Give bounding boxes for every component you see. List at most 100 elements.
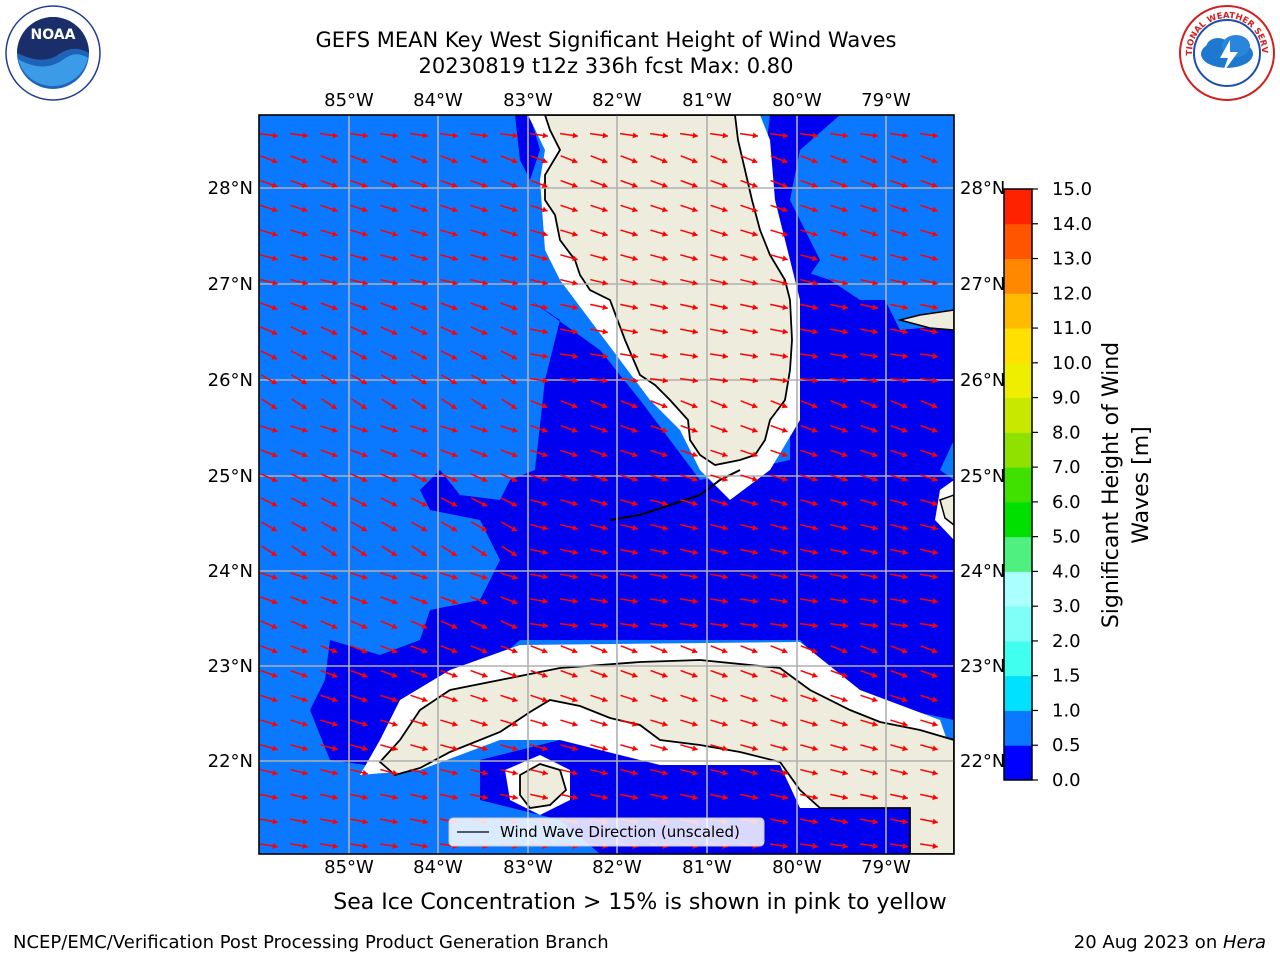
colorbar-segment bbox=[1004, 640, 1032, 677]
wind-arrow bbox=[740, 744, 758, 752]
wind-arrow bbox=[650, 353, 669, 359]
wind-arrow bbox=[920, 449, 938, 458]
wind-arrow bbox=[710, 278, 728, 286]
wind-arrow bbox=[260, 521, 278, 532]
wind-arrow bbox=[650, 229, 668, 237]
lat-tick-label: 25°N bbox=[960, 466, 1005, 487]
wind-arrow bbox=[770, 474, 788, 482]
wind-arrow bbox=[440, 669, 458, 678]
colorbar-tick-label: 4.0 bbox=[1052, 561, 1081, 582]
wind-arrow bbox=[530, 573, 548, 580]
wind-arrow bbox=[740, 669, 758, 678]
wind-arrow bbox=[470, 326, 488, 335]
wind-arrow bbox=[920, 328, 938, 335]
wind-arrow bbox=[440, 229, 458, 237]
wind-arrow bbox=[680, 719, 698, 727]
wind-arrow bbox=[410, 694, 428, 703]
wind-arrow bbox=[530, 424, 548, 433]
wind-arrow bbox=[799, 377, 819, 384]
colorbar-tick-label: 12.0 bbox=[1052, 283, 1092, 304]
colorbar-tick-label: 8.0 bbox=[1052, 422, 1081, 443]
wind-arrow bbox=[320, 204, 338, 213]
wind-arrow bbox=[350, 350, 368, 360]
wind-arrow bbox=[320, 179, 338, 188]
wind-arrow bbox=[800, 278, 818, 286]
wind-arrow bbox=[649, 377, 669, 384]
wind-arrow bbox=[380, 497, 398, 507]
wind-arrow bbox=[739, 622, 759, 629]
colorbar-tick-label: 2.0 bbox=[1052, 631, 1081, 652]
wind-arrow bbox=[290, 843, 309, 849]
wind-arrow bbox=[560, 694, 578, 703]
wind-arrow bbox=[350, 843, 369, 849]
wind-arrow bbox=[830, 499, 848, 507]
wind-arrow bbox=[560, 744, 578, 752]
wind-arrow bbox=[500, 302, 518, 311]
wind-arrow bbox=[440, 645, 458, 654]
wind-arrow bbox=[590, 474, 608, 482]
wind-arrow bbox=[740, 474, 758, 482]
wind-arrow bbox=[560, 669, 578, 678]
wind-arrow bbox=[440, 572, 458, 580]
wind-arrow bbox=[320, 596, 338, 605]
wind-arrow bbox=[830, 669, 848, 678]
wind-arrow bbox=[680, 499, 698, 507]
wind-arrow bbox=[500, 669, 518, 678]
colorbar-tick-label: 10.0 bbox=[1052, 353, 1092, 374]
wind-arrow bbox=[530, 548, 548, 556]
wind-arrow bbox=[560, 229, 578, 237]
wind-arrow bbox=[710, 328, 728, 335]
wind-arrow bbox=[290, 350, 308, 360]
wind-arrow bbox=[920, 254, 938, 262]
wind-arrow bbox=[260, 768, 278, 776]
wind-arrow bbox=[530, 278, 548, 286]
wind-arrow bbox=[560, 645, 578, 654]
wind-arrow bbox=[440, 374, 458, 385]
wind-arrow bbox=[770, 548, 788, 556]
wind-arrow bbox=[680, 229, 698, 237]
wind-arrow bbox=[650, 328, 668, 335]
wind-arrow bbox=[830, 793, 848, 801]
colorbar-segment bbox=[1004, 293, 1032, 329]
wind-arrow bbox=[441, 398, 458, 410]
wind-arrow bbox=[470, 473, 488, 482]
wind-arrow bbox=[680, 155, 698, 164]
wind-arrow bbox=[381, 398, 398, 410]
wind-arrow bbox=[380, 768, 398, 776]
lon-tick-label: 79°W bbox=[861, 90, 911, 111]
wind-arrow bbox=[740, 449, 758, 458]
wind-arrow bbox=[470, 645, 488, 654]
wind-arrow bbox=[530, 474, 548, 482]
wind-arrow bbox=[320, 278, 338, 286]
lon-tick-label: 83°W bbox=[503, 90, 553, 111]
wind-arrow bbox=[650, 573, 668, 580]
lat-tick-label: 24°N bbox=[208, 561, 253, 582]
wind-arrow bbox=[830, 719, 848, 727]
wind-arrow bbox=[410, 425, 428, 433]
wind-arrow bbox=[740, 424, 758, 433]
wind-arrow bbox=[350, 768, 368, 776]
wind-arrow bbox=[351, 398, 368, 410]
wind-arrow bbox=[920, 669, 938, 678]
wind-arrow bbox=[770, 818, 788, 825]
wind-arrow bbox=[380, 302, 398, 311]
wind-arrow bbox=[740, 573, 758, 580]
wind-arrow bbox=[680, 523, 698, 531]
wind-arrow bbox=[500, 155, 518, 164]
wind-arrow bbox=[410, 155, 428, 164]
wind-arrow bbox=[560, 353, 579, 359]
wind-arrow bbox=[350, 744, 368, 752]
sea-ice-note: Sea Ice Concentration > 15% is shown in … bbox=[333, 890, 947, 915]
wind-arrow bbox=[559, 132, 579, 139]
wind-arrow bbox=[380, 229, 398, 237]
wind-arrow bbox=[620, 548, 638, 556]
wind-arrow bbox=[590, 328, 608, 335]
wind-arrow bbox=[350, 572, 368, 580]
wind-arrow bbox=[470, 254, 488, 262]
wind-arrow bbox=[860, 303, 878, 311]
wind-arrow bbox=[650, 204, 668, 213]
wind-arrow bbox=[680, 400, 698, 409]
wind-arrow bbox=[650, 768, 668, 776]
wind-arrow bbox=[830, 400, 848, 409]
map-legend: Wind Wave Direction (unscaled) bbox=[448, 817, 765, 847]
